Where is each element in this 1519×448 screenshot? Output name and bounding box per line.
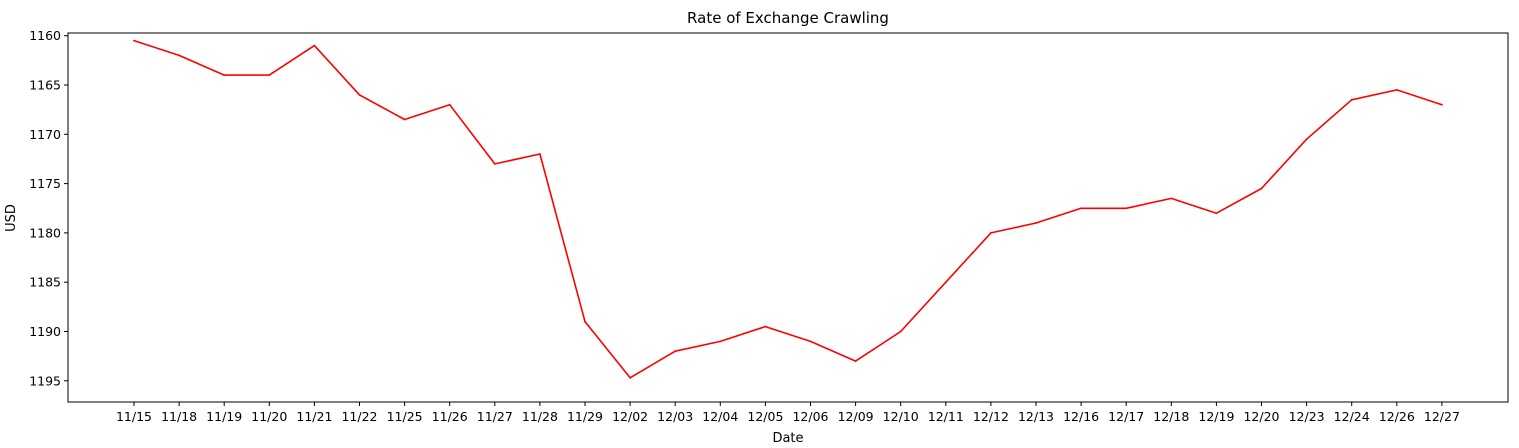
data-point <box>899 330 902 333</box>
data-point <box>178 54 181 57</box>
x-tick-label: 11/21 <box>296 409 332 424</box>
x-tick-label: 11/25 <box>387 409 423 424</box>
data-point <box>539 153 541 155</box>
x-tick-label: 12/11 <box>928 409 964 424</box>
x-tick-label: 12/10 <box>883 409 919 424</box>
plot-frame <box>67 32 1509 403</box>
x-tick-label: 12/19 <box>1198 409 1234 424</box>
x-tick-label: 12/03 <box>657 409 693 424</box>
series-line <box>133 39 1443 379</box>
data-point <box>448 103 451 106</box>
x-tick-label: 12/16 <box>1063 409 1099 424</box>
x-tick-label: 11/26 <box>432 409 468 424</box>
data-point <box>358 93 361 96</box>
x-tick-label: 12/18 <box>1153 409 1189 424</box>
y-tick-label: 1175 <box>29 176 61 191</box>
data-point <box>674 350 677 353</box>
x-tick-label: 12/20 <box>1243 409 1279 424</box>
data-point <box>854 360 857 362</box>
y-axis-label: USD <box>4 204 19 232</box>
data-point <box>1080 207 1082 210</box>
data-point <box>1305 138 1308 141</box>
data-point <box>584 320 586 323</box>
x-tick-label: 11/15 <box>116 409 152 424</box>
x-tick-label: 12/05 <box>747 409 783 424</box>
data-point <box>1125 207 1128 210</box>
y-tick-label: 1170 <box>29 127 61 142</box>
x-tick-label: 12/13 <box>1018 409 1054 424</box>
x-tick-label: 12/02 <box>612 409 648 424</box>
data-point <box>809 340 812 343</box>
x-tick-label: 12/23 <box>1289 409 1325 424</box>
x-tick-label: 12/24 <box>1334 409 1370 424</box>
x-tick-label: 12/09 <box>838 409 874 424</box>
data-point <box>1350 98 1353 101</box>
x-tick-label: 11/27 <box>477 409 513 424</box>
data-point <box>493 162 496 165</box>
x-tick-label: 11/28 <box>522 409 558 424</box>
x-tick-label: 11/18 <box>161 409 197 424</box>
y-tick-label: 1160 <box>29 28 61 43</box>
x-tick-label: 11/29 <box>567 409 603 424</box>
data-point <box>313 44 316 47</box>
chart-title: Rate of Exchange Crawling <box>687 9 889 27</box>
data-point <box>1215 212 1218 215</box>
data-point <box>944 281 947 284</box>
data-point <box>990 232 992 234</box>
data-point <box>719 340 722 343</box>
y-tick-label: 1190 <box>29 324 61 339</box>
data-point <box>133 39 135 42</box>
x-tick-label: 12/17 <box>1108 409 1144 424</box>
data-point <box>1170 197 1173 200</box>
x-tick-label: 12/26 <box>1379 409 1415 424</box>
y-tick-label: 1165 <box>29 78 61 93</box>
data-point <box>268 74 271 77</box>
x-tick-label: 12/04 <box>702 409 738 424</box>
data-point <box>629 376 631 379</box>
x-tick-label: 12/12 <box>973 409 1009 424</box>
x-tick-label: 11/22 <box>341 409 377 424</box>
y-tick-label: 1185 <box>29 275 61 290</box>
x-axis-label: Date <box>772 431 803 446</box>
data-point <box>1035 222 1037 224</box>
x-tick-label: 11/19 <box>206 409 242 424</box>
plot-area: 1160 1165 1170 1175 1180 1185 1190 1195 11/15 11/… <box>29 28 1509 424</box>
y-tick-label: 1195 <box>29 373 61 388</box>
data-point <box>223 74 226 77</box>
data-point <box>403 118 406 121</box>
data-point <box>1260 187 1263 190</box>
data-point <box>764 325 767 328</box>
y-tick-label: 1180 <box>29 225 61 240</box>
x-tick-label: 12/06 <box>792 409 828 424</box>
data-point <box>1395 89 1398 91</box>
x-tick-label: 11/20 <box>251 409 287 424</box>
x-tick-label: 12/27 <box>1424 409 1460 424</box>
data-point <box>1441 103 1443 106</box>
